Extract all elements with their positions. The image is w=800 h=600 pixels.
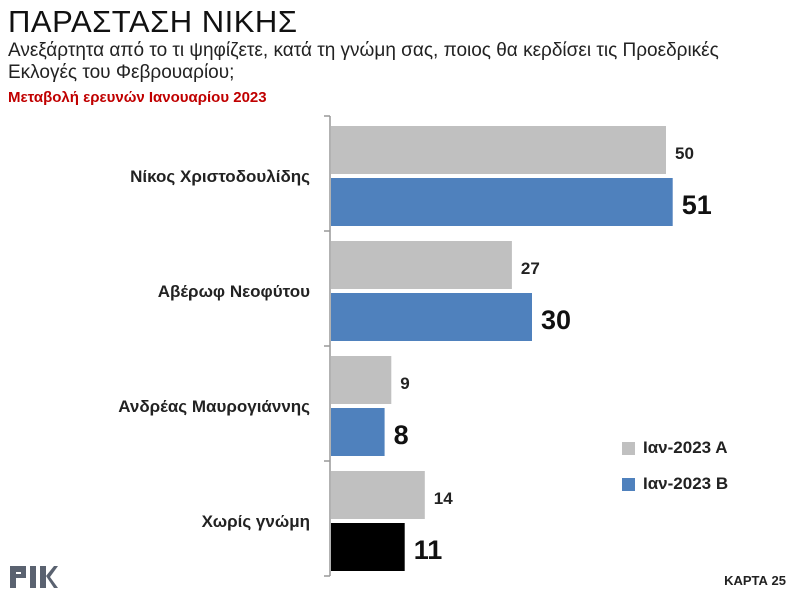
category-label: Ανδρέας Μαυρογιάννης: [118, 397, 310, 416]
category-label: Αβέρωφ Νεοφύτου: [158, 282, 310, 301]
bar-series-b: [331, 408, 385, 456]
data-label-b: 51: [682, 190, 712, 220]
bar-series-a: [331, 471, 425, 519]
bar-series-a: [331, 126, 666, 174]
data-label-a: 14: [434, 489, 453, 508]
data-label-b: 11: [414, 535, 443, 565]
bar-series-a: [331, 241, 512, 289]
data-label-b: 8: [394, 420, 409, 450]
chart-note: Μεταβολή ερευνών Ιανουαρίου 2023: [8, 89, 267, 106]
category-label: Νίκος Χριστοδουλίδης: [130, 167, 310, 186]
data-label-b: 30: [541, 305, 571, 335]
legend: Ιαν-2023 Α Ιαν-2023 Β: [622, 430, 728, 502]
category-label: Χωρίς γνώμη: [202, 512, 310, 531]
legend-swatch-a: [622, 441, 635, 455]
rik-logo-mark: [10, 566, 58, 588]
legend-item-a: Ιαν-2023 Α: [622, 430, 728, 466]
data-label-a: 50: [675, 144, 694, 163]
legend-label-a: Ιαν-2023 Α: [643, 438, 728, 457]
legend-item-b: Ιαν-2023 Β: [622, 466, 728, 502]
data-label-a: 27: [521, 259, 540, 278]
bar-series-b: [331, 178, 673, 226]
bar-series-b: [331, 523, 405, 571]
legend-label-b: Ιαν-2023 Β: [643, 474, 729, 493]
chart-subtitle: Ανεξάρτητα από το τι ψηφίζετε, κατά τη γ…: [8, 40, 719, 83]
chart-title: ΠΑΡΑΣΤΑΣΗ ΝΙΚΗΣ: [8, 4, 298, 39]
legend-swatch-b: [622, 477, 635, 491]
card-number: ΚΑΡΤΑ 25: [724, 573, 786, 588]
bar-series-a: [331, 356, 392, 404]
rik-logo: [10, 566, 58, 588]
data-label-a: 9: [400, 374, 409, 393]
bar-series-b: [331, 293, 532, 341]
